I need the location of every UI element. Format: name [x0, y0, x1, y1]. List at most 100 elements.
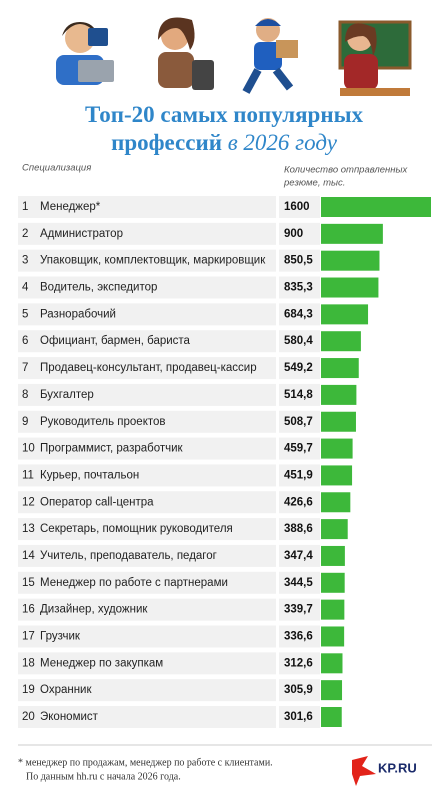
value-label: 514,8 [284, 389, 313, 401]
row-background [18, 276, 276, 299]
category-label: Продавец-консультант, продавец-кассир [40, 362, 257, 374]
row-background [18, 464, 276, 487]
row-background [18, 706, 276, 728]
logo: KP.RU [378, 760, 417, 775]
value-background [279, 330, 320, 353]
value-background [279, 464, 320, 487]
value-background [279, 196, 320, 218]
row-background [18, 196, 276, 218]
row-background [18, 598, 276, 621]
bar [321, 519, 348, 540]
value-label: 344,5 [284, 577, 313, 589]
bar [321, 545, 345, 566]
bar [321, 250, 380, 271]
rank: 18 [22, 657, 35, 669]
bar [321, 304, 369, 325]
bar [321, 572, 345, 593]
bar [321, 223, 383, 244]
bar [321, 331, 361, 352]
category-label: Оператор call-центра [40, 496, 154, 508]
value-label: 305,9 [284, 684, 313, 696]
column-header: Количество отправленных [284, 165, 408, 176]
title-line: профессий [111, 130, 222, 155]
bar [321, 707, 342, 727]
category-label: Менеджер по закупкам [40, 657, 163, 669]
row-background [18, 330, 276, 353]
category-label: Администратор [40, 228, 123, 240]
rank: 8 [22, 389, 28, 401]
value-label: 1600 [284, 201, 310, 213]
row-background [18, 544, 276, 567]
title-line: в 2026 году [228, 130, 338, 155]
value-background [279, 518, 320, 541]
value-label: 580,4 [284, 335, 313, 347]
column-header: резюме, тыс. [283, 178, 345, 189]
category-label: Охранник [40, 684, 92, 696]
value-label: 388,6 [284, 523, 313, 535]
bar [321, 492, 351, 513]
category-label: Менеджер по работе с партнерами [40, 577, 228, 589]
category-label: Экономист [40, 711, 99, 723]
rank: 11 [22, 469, 34, 481]
rank: 12 [22, 496, 35, 508]
value-label: 835,3 [284, 282, 313, 294]
row-background [18, 679, 276, 702]
category-label: Дизайнер, художник [40, 604, 148, 616]
rank: 15 [22, 577, 35, 589]
rank: 4 [22, 282, 29, 294]
value-background [279, 571, 320, 594]
rank: 5 [22, 308, 28, 320]
bar [321, 411, 356, 432]
value-background [279, 249, 320, 272]
value-label: 459,7 [284, 443, 313, 455]
value-label: 301,6 [284, 711, 313, 723]
rank: 10 [22, 443, 35, 455]
bar [321, 626, 345, 647]
value-label: 312,6 [284, 657, 313, 669]
category-label: Руководитель проектов [40, 416, 166, 428]
category-label: Менеджер* [40, 201, 101, 213]
rank: 16 [22, 604, 35, 616]
value-label: 339,7 [284, 604, 313, 616]
rank: 9 [22, 416, 28, 428]
row-background [18, 571, 276, 594]
category-label: Официант, бармен, бариста [40, 335, 191, 347]
bar [321, 599, 345, 620]
bar [321, 358, 359, 379]
bar [321, 653, 343, 674]
title-line: Топ-20 самых популярных [85, 102, 364, 127]
footnote: По данным hh.ru с начала 2026 года. [26, 771, 181, 782]
value-background [279, 598, 320, 621]
row-background [18, 249, 276, 272]
illustrations [56, 17, 412, 96]
value-background [279, 437, 320, 460]
rank: 20 [22, 711, 35, 723]
category-label: Учитель, преподаватель, педагог [40, 550, 217, 562]
value-background [279, 652, 320, 675]
category-label: Водитель, экспедитор [40, 282, 157, 294]
value-background [279, 303, 320, 326]
value-background [279, 410, 320, 433]
value-background [279, 222, 320, 245]
category-label: Грузчик [40, 631, 81, 643]
row-background [18, 410, 276, 433]
rank: 3 [22, 255, 28, 267]
bar [321, 277, 379, 298]
logo-icon [352, 756, 376, 786]
value-label: 549,2 [284, 362, 313, 374]
row-background [18, 222, 276, 245]
row-background [18, 652, 276, 675]
rank: 14 [22, 550, 35, 562]
row-background [18, 518, 276, 541]
value-label: 336,6 [284, 631, 313, 643]
value-background [279, 491, 320, 514]
value-background [279, 625, 320, 648]
value-background [279, 357, 320, 380]
column-header: Специализация [22, 163, 91, 174]
title: Топ-20 самых популярных [85, 102, 364, 127]
value-label: 451,9 [284, 469, 313, 481]
bar [321, 384, 357, 405]
title: профессий в 2026 году [111, 130, 338, 155]
row-background [18, 303, 276, 326]
value-background [279, 706, 320, 728]
